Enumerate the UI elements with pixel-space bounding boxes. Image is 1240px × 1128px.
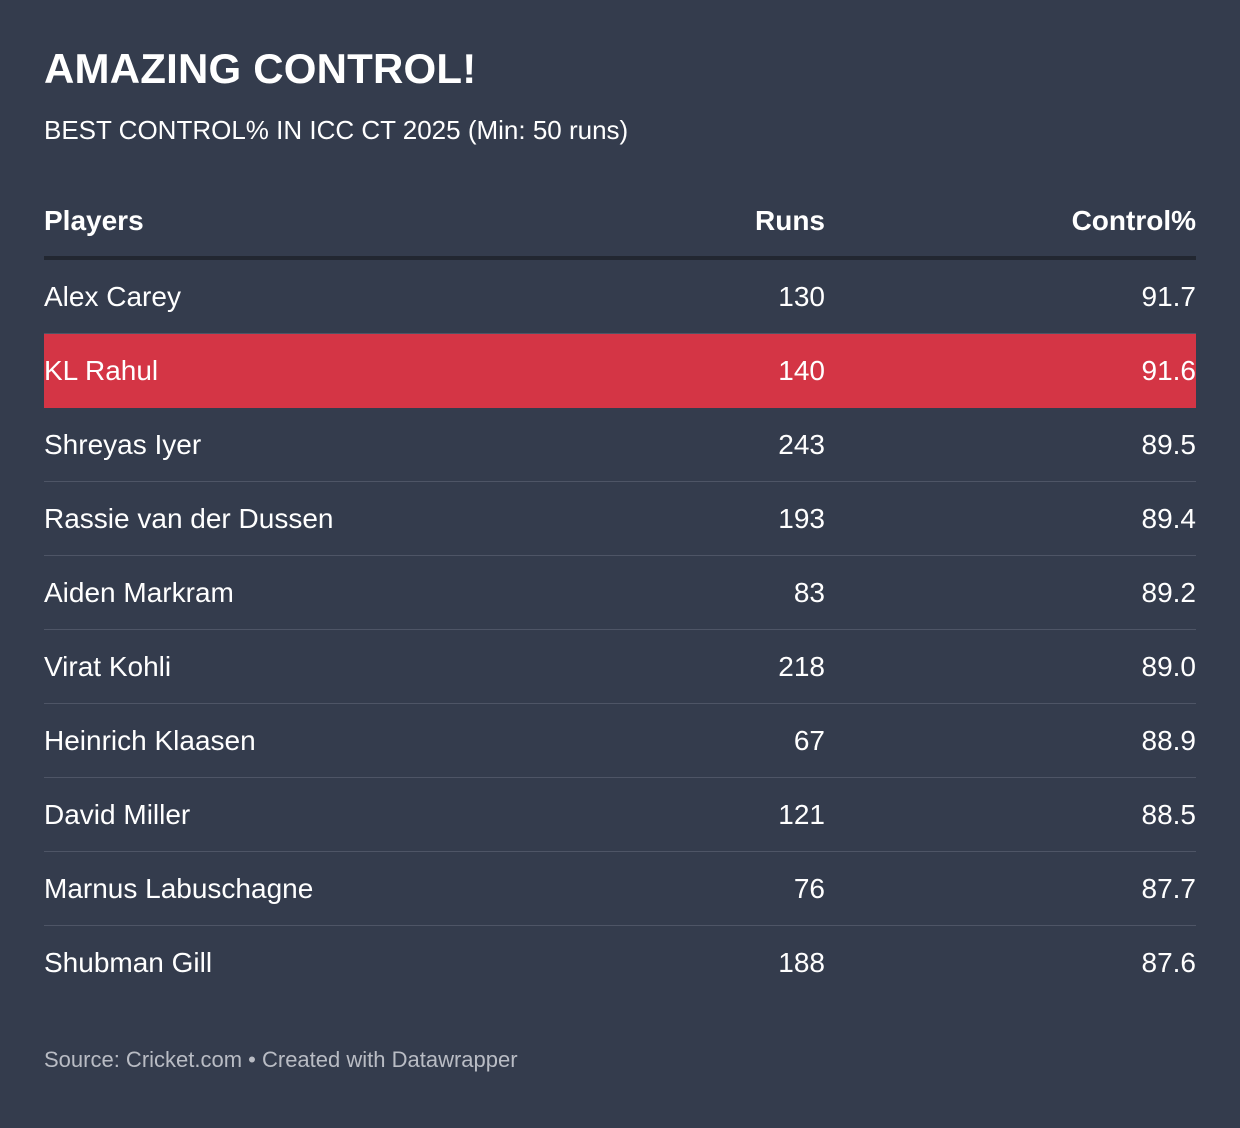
control-cell: 89.5 [1141, 429, 1197, 460]
runs-cell: 218 [778, 651, 825, 682]
control-cell: 89.0 [1141, 651, 1197, 682]
player-name-cell: Marnus Labuschagne [44, 873, 314, 904]
table-row: Shubman Gill 188 87.6 [44, 926, 1196, 1000]
runs-cell: 76 [793, 873, 825, 904]
control-cell: 91.7 [1141, 281, 1197, 312]
table-row: David Miller 121 88.5 [44, 778, 1196, 852]
table-body: Alex Carey 130 91.7 KL Rahul 140 91.6 Shreyas … [44, 260, 1196, 1000]
chart-subtitle: BEST CONTROL% IN ICC CT 2025 (Min: 50 ru… [44, 115, 629, 145]
table-row: Virat Kohli 218 89.0 [44, 630, 1196, 704]
runs-cell: 243 [778, 429, 825, 460]
control-cell: 87.7 [1141, 873, 1197, 904]
stats-table: Players Runs Control% Alex Carey 130 91.7 K… [44, 188, 1196, 1000]
table-row: Shreyas Iyer 243 89.5 [44, 408, 1196, 482]
chart-title: AMAZING CONTROL! [44, 45, 477, 92]
control-cell: 87.6 [1141, 947, 1197, 978]
runs-cell: 67 [793, 725, 825, 756]
runs-cell: 188 [778, 947, 825, 978]
control-cell: 91.6 [1141, 355, 1197, 386]
column-header-control[interactable]: Control% [1071, 205, 1196, 236]
player-name-cell: David Miller [44, 799, 191, 830]
table-row: Alex Carey 130 91.7 [44, 260, 1196, 334]
player-name-cell: Shubman Gill [44, 947, 213, 978]
table-header: Players Runs Control% [44, 188, 1196, 260]
source-note: Source: Cricket.com • Created with Dataw… [44, 1047, 518, 1072]
control-cell: 89.2 [1141, 577, 1197, 608]
table-row: Heinrich Klaasen 67 88.9 [44, 704, 1196, 778]
runs-cell: 83 [793, 577, 825, 608]
column-header-runs[interactable]: Runs [755, 205, 825, 236]
player-name-cell: Alex Carey [44, 281, 181, 312]
table-row: Aiden Markram 83 89.2 [44, 556, 1196, 630]
player-name-cell: Aiden Markram [44, 577, 234, 608]
table-row-highlighted: KL Rahul 140 91.6 [44, 334, 1196, 408]
runs-cell: 121 [778, 799, 825, 830]
player-name-cell: KL Rahul [44, 355, 159, 386]
runs-cell: 193 [778, 503, 825, 534]
control-cell: 88.5 [1141, 799, 1197, 830]
control-cell: 88.9 [1141, 725, 1197, 756]
table-row: Marnus Labuschagne 76 87.7 [44, 852, 1196, 926]
control-cell: 89.4 [1141, 503, 1197, 534]
player-name-cell: Shreyas Iyer [44, 429, 202, 460]
player-name-cell: Heinrich Klaasen [44, 725, 256, 756]
player-name-cell: Rassie van der Dussen [44, 503, 334, 534]
column-header-players[interactable]: Players [44, 205, 144, 236]
runs-cell: 140 [778, 355, 825, 386]
runs-cell: 130 [778, 281, 825, 312]
player-name-cell: Virat Kohli [44, 651, 172, 682]
table-row: Rassie van der Dussen 193 89.4 [44, 482, 1196, 556]
